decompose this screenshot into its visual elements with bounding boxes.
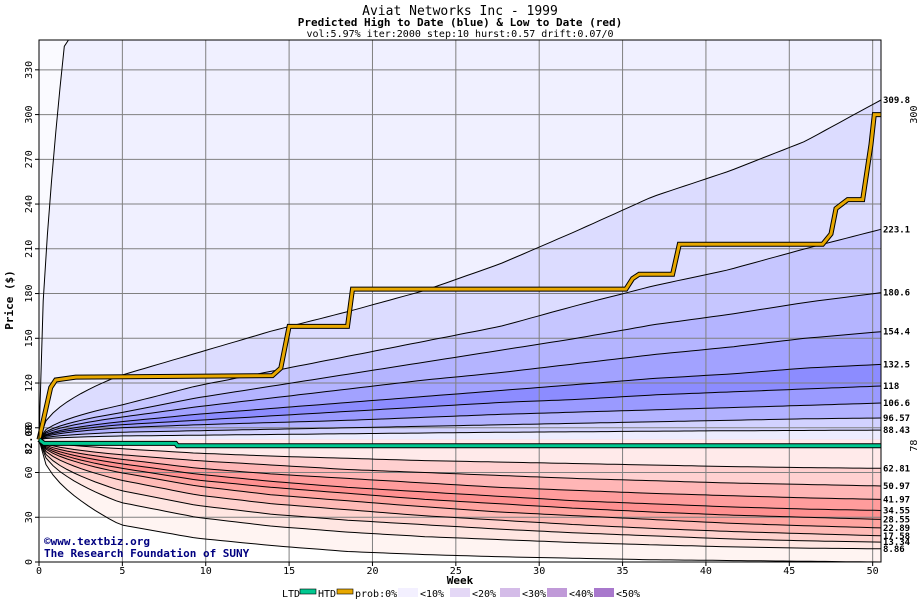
x-tick-label-1: 5 xyxy=(119,566,125,577)
y-axis-label: Price ($) xyxy=(3,270,16,330)
legend-htd-label: HTD xyxy=(318,589,336,600)
low-curve-2 xyxy=(38,439,882,543)
price-lines xyxy=(36,112,881,449)
x-tick-label-6: 30 xyxy=(533,566,545,577)
legend: LTD HTD prob:0% <10% <20% <30% <40% <50% xyxy=(282,588,640,600)
legend-swatch-0 xyxy=(398,588,418,597)
chart-title: Aviat Networks Inc - 1999 xyxy=(362,4,558,19)
y-tick-label-10: 300 xyxy=(24,106,35,124)
end-label-11: 41.97 xyxy=(883,495,910,505)
low-curve-4 xyxy=(38,439,882,529)
x-tick-label-9: 45 xyxy=(783,566,795,577)
end-label-1: 223.1 xyxy=(883,225,910,235)
credit-line-1: ©www.textbiz.org xyxy=(44,535,150,548)
legend-prob-label: prob:0% xyxy=(355,589,397,600)
legend-swatch-30 xyxy=(547,588,567,597)
high-curve-6 xyxy=(38,385,882,441)
end-label-3: 154.4 xyxy=(883,328,911,338)
end-label-17: 8.86 xyxy=(883,545,905,555)
end-label-5: 118 xyxy=(883,382,899,392)
high-curve-3 xyxy=(38,292,882,440)
end-label-16: 13.34 xyxy=(883,538,911,548)
x-axis-label: Week xyxy=(447,574,474,587)
end-label-12: 34.55 xyxy=(883,506,910,516)
chart-params: vol:5.97% iter:2000 step:10 hurst:0.57 d… xyxy=(306,29,613,40)
chart-subtitle: Predicted High to Date (blue) & Low to D… xyxy=(298,16,623,29)
start-price-label: 82.08 xyxy=(24,425,35,455)
grid xyxy=(38,40,881,563)
legend-bucket-20: <20% xyxy=(472,589,496,600)
htd-line xyxy=(37,113,881,440)
y-tick-label-5: 150 xyxy=(24,329,35,347)
legend-bucket-10: <10% xyxy=(420,589,444,600)
low-curve-7 xyxy=(38,439,882,500)
x-tick-label-2: 10 xyxy=(200,566,212,577)
end-label-0: 309.8 xyxy=(883,96,910,106)
band-high-9 xyxy=(39,430,881,440)
legend-bucket-30: <30% xyxy=(522,589,546,600)
high-curve-2 xyxy=(38,228,882,440)
y-tick-label-11: 330 xyxy=(24,61,35,79)
high-curve-8 xyxy=(38,417,882,441)
x-tick-label-10: 50 xyxy=(867,566,879,577)
high-curve-7 xyxy=(38,402,882,441)
low-curve-3 xyxy=(38,439,882,537)
end-labels: 309.8 223.1 180.6 154.4 132.5 118 106.6 96.57 88… xyxy=(883,96,920,555)
x-tick-label-7: 35 xyxy=(617,566,629,577)
high-curve-4 xyxy=(38,331,882,440)
y-tick-label-4: 120 xyxy=(24,374,35,392)
end-label-4: 132.5 xyxy=(883,360,910,370)
end-label-8: 88.43 xyxy=(883,426,910,436)
end-label-10: 50.97 xyxy=(883,482,910,492)
end-label-2: 180.6 xyxy=(883,289,910,299)
y-tick-label-6: 180 xyxy=(24,285,35,303)
legend-swatch-10 xyxy=(450,588,470,597)
x-tick-label-5: 25 xyxy=(450,566,462,577)
end-label-7: 96.57 xyxy=(883,414,910,424)
y-tick-label-1: 30 xyxy=(24,511,35,523)
y-tick-label-7: 210 xyxy=(24,240,35,258)
y-tick-label-2: 60 xyxy=(24,466,35,478)
low-curve-1 xyxy=(38,439,882,550)
ltd-end-label: 78 xyxy=(909,440,920,452)
x-tick-label-8: 40 xyxy=(700,566,712,577)
legend-htd-swatch xyxy=(336,588,354,595)
high-curve-1 xyxy=(38,99,882,440)
credit-line-2: The Research Foundation of SUNY xyxy=(44,547,250,560)
plot-frame xyxy=(38,39,882,563)
low-curve-6 xyxy=(38,439,882,511)
ltd-line xyxy=(38,438,881,448)
end-label-9: 62.81 xyxy=(883,464,910,474)
legend-ltd-label: LTD xyxy=(282,589,300,600)
legend-swatch-20 xyxy=(500,588,520,597)
htd-end-label: 300 xyxy=(909,106,920,124)
high-curve-9 xyxy=(38,429,881,441)
low-curve-8 xyxy=(38,439,882,487)
end-label-15: 17.58 xyxy=(883,532,910,542)
y-tick-label-9: 270 xyxy=(24,150,35,168)
axes: 0 5 10 15 20 25 30 35 40 45 50 0 30 60 90 120 150 180 210 2… xyxy=(24,39,882,577)
end-label-6: 106.6 xyxy=(883,399,910,409)
legend-ltd-swatch xyxy=(299,588,317,595)
x-tick-label-4: 20 xyxy=(366,566,378,577)
x-tick-label-3: 15 xyxy=(283,566,295,577)
low-curve-5 xyxy=(38,439,882,520)
y-tick-label-0: 0 xyxy=(24,559,35,565)
x-tick-label-0: 0 xyxy=(36,566,42,577)
end-label-13: 28.55 xyxy=(883,515,910,525)
end-label-14: 22.89 xyxy=(883,524,910,534)
low-curve-0 xyxy=(38,439,882,563)
legend-bucket-50: <50% xyxy=(616,589,640,600)
legend-swatch-40 xyxy=(594,588,614,597)
low-curve-9 xyxy=(38,439,881,469)
high-curve-5 xyxy=(38,363,882,441)
y-tick-label-8: 240 xyxy=(24,195,35,213)
y-tick-label-3: 90 xyxy=(24,422,35,434)
legend-bucket-40: <40% xyxy=(569,589,593,600)
